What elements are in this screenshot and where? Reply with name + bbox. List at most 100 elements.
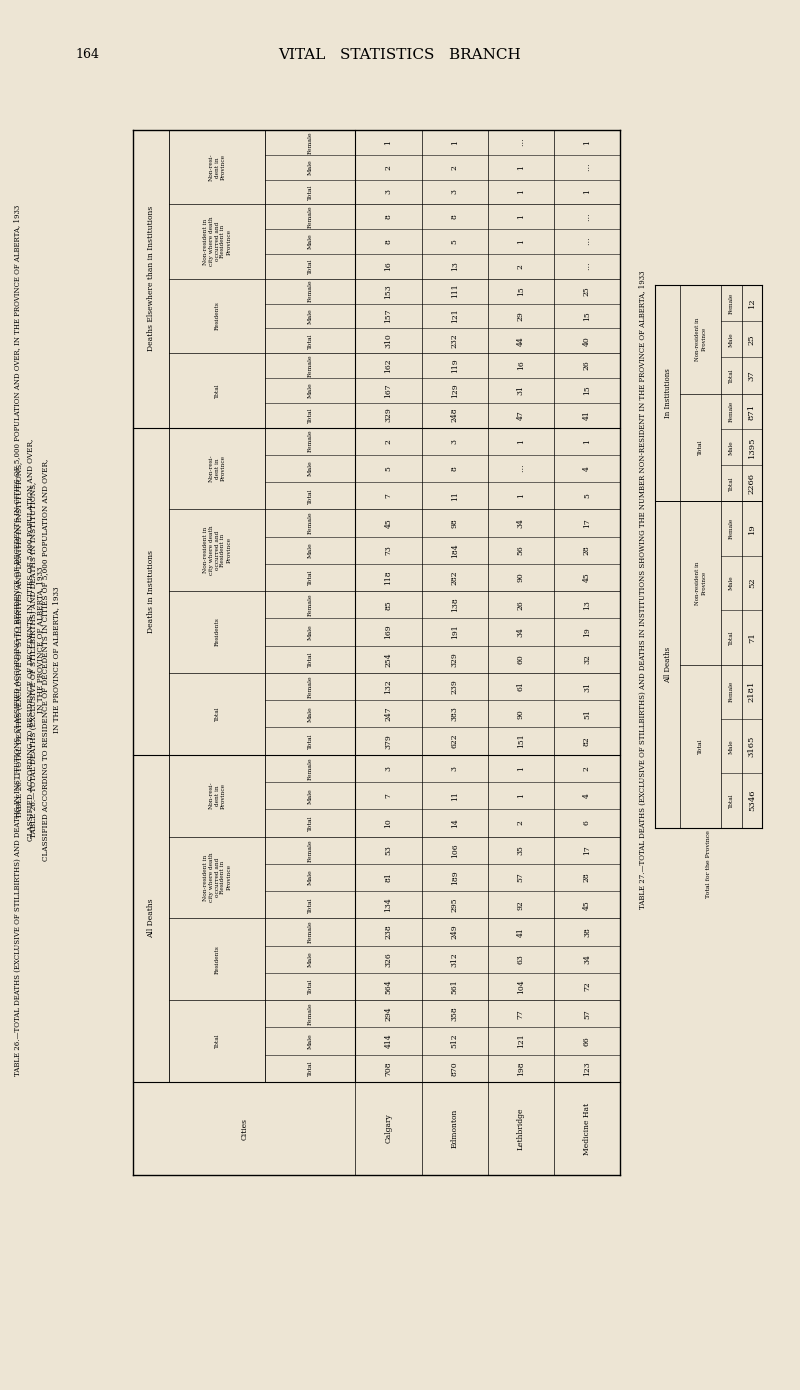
Text: 248: 248: [450, 407, 458, 423]
Text: 81: 81: [385, 873, 393, 883]
Text: …: …: [517, 464, 525, 473]
Text: 162: 162: [385, 359, 393, 373]
Text: 1: 1: [517, 239, 525, 245]
Text: Female: Female: [308, 206, 313, 228]
Text: 45: 45: [385, 518, 393, 528]
Text: Deaths Elsewhere than in Institutions: Deaths Elsewhere than in Institutions: [147, 206, 155, 352]
Text: 73: 73: [385, 545, 393, 555]
Text: Non-resident in
Province: Non-resident in Province: [695, 562, 706, 605]
Text: Male: Male: [729, 739, 734, 753]
Text: 282: 282: [450, 570, 458, 585]
Text: Total: Total: [308, 570, 313, 585]
Text: 5: 5: [450, 239, 458, 245]
Text: 1: 1: [517, 493, 525, 498]
Text: Female: Female: [308, 1002, 313, 1026]
Text: VITAL   STATISTICS   BRANCH: VITAL STATISTICS BRANCH: [278, 49, 522, 63]
Text: 295: 295: [450, 898, 458, 912]
Text: 3: 3: [450, 189, 458, 195]
Text: Male: Male: [308, 706, 313, 721]
Text: 414: 414: [385, 1034, 393, 1048]
Text: 1: 1: [517, 794, 525, 798]
Text: 5: 5: [583, 493, 591, 498]
Text: Female: Female: [308, 512, 313, 534]
Text: In Institutions: In Institutions: [664, 368, 672, 418]
Text: Total: Total: [729, 794, 734, 808]
Text: Male: Male: [308, 309, 313, 324]
Text: …: …: [517, 139, 525, 146]
Text: 41: 41: [583, 410, 591, 420]
Text: 32: 32: [583, 655, 591, 664]
Text: 63: 63: [517, 955, 525, 965]
Text: Total: Total: [308, 1061, 313, 1076]
Text: Female: Female: [729, 681, 734, 702]
Text: 82: 82: [583, 737, 591, 746]
Text: Female: Female: [729, 400, 734, 423]
Text: Lethbridge: Lethbridge: [517, 1108, 525, 1150]
Text: Female: Female: [308, 131, 313, 154]
Text: 31: 31: [517, 385, 525, 395]
Text: Total: Total: [308, 652, 313, 667]
Text: 326: 326: [385, 952, 393, 966]
Text: 15: 15: [517, 286, 525, 296]
Text: Residents: Residents: [214, 617, 220, 646]
Text: Non-resident in
city where death
occurred and
Resident in
Province: Non-resident in city where death occurre…: [203, 525, 231, 575]
Text: 37: 37: [748, 370, 756, 381]
Text: 2181: 2181: [748, 681, 756, 702]
Text: 1: 1: [385, 140, 393, 145]
Text: Male: Male: [308, 788, 313, 803]
Text: 28: 28: [583, 873, 591, 883]
Text: Total: Total: [698, 738, 703, 753]
Text: 622: 622: [450, 734, 458, 748]
Text: 2: 2: [517, 820, 525, 826]
Text: 329: 329: [385, 407, 393, 423]
Text: 232: 232: [450, 334, 458, 348]
Text: Male: Male: [308, 460, 313, 477]
Text: 121: 121: [450, 309, 458, 324]
Text: 1: 1: [583, 439, 591, 443]
Text: TABLE 26.—TOTAL DEATHS (EXCLUSIVE OF STILLBIRTHS) AND DEATHS IN INSTITUTIONS,
CL: TABLE 26.—TOTAL DEATHS (EXCLUSIVE OF STI…: [30, 459, 60, 862]
Text: 5346: 5346: [748, 790, 756, 812]
Text: 512: 512: [450, 1034, 458, 1048]
Text: 164: 164: [75, 49, 99, 61]
Text: Female: Female: [308, 279, 313, 303]
Text: 90: 90: [517, 709, 525, 719]
Text: 379: 379: [385, 734, 393, 748]
Text: 53: 53: [385, 845, 393, 855]
Text: 111: 111: [450, 284, 458, 299]
Text: Female: Female: [308, 430, 313, 453]
Text: 871: 871: [748, 403, 756, 420]
Text: 11: 11: [450, 791, 458, 801]
Text: Non-resident in
city where death
occurred and
Resident in
Province: Non-resident in city where death occurre…: [203, 217, 231, 267]
Text: 2: 2: [385, 165, 393, 170]
Text: 167: 167: [385, 384, 393, 398]
Text: 16: 16: [517, 360, 525, 370]
Text: 8: 8: [450, 466, 458, 471]
Text: 15: 15: [583, 385, 591, 395]
Text: 3: 3: [385, 766, 393, 771]
Text: Male: Male: [308, 160, 313, 175]
Text: 12: 12: [748, 297, 756, 309]
Text: Female: Female: [308, 594, 313, 616]
Text: Non-resi-
dent in
Province: Non-resi- dent in Province: [209, 153, 226, 181]
Text: 106: 106: [450, 842, 458, 858]
Text: Total: Total: [308, 407, 313, 423]
Text: 1: 1: [583, 189, 591, 195]
Text: Total: Total: [214, 384, 220, 398]
Text: Non-resident in
Province: Non-resident in Province: [695, 317, 706, 361]
Text: 119: 119: [450, 359, 458, 373]
Text: 104: 104: [517, 980, 525, 994]
Text: 8: 8: [385, 214, 393, 220]
Text: 19: 19: [583, 627, 591, 637]
Text: 72: 72: [583, 981, 591, 991]
Text: 14: 14: [450, 819, 458, 828]
Text: Medicine Hat: Medicine Hat: [583, 1102, 591, 1155]
Text: 34: 34: [517, 627, 525, 637]
Text: 2: 2: [517, 264, 525, 268]
Text: 189: 189: [450, 870, 458, 885]
Text: TABLE 27.—TOTAL DEATHS (EXCLUSIVE OF STILLBIRTHS) AND DEATHS IN INSTITUTIONS SHO: TABLE 27.—TOTAL DEATHS (EXCLUSIVE OF STI…: [639, 271, 647, 909]
Text: 41: 41: [517, 927, 525, 937]
Text: 13: 13: [583, 600, 591, 610]
Text: 191: 191: [450, 624, 458, 639]
Text: 34: 34: [517, 518, 525, 528]
Text: 5: 5: [385, 466, 393, 471]
